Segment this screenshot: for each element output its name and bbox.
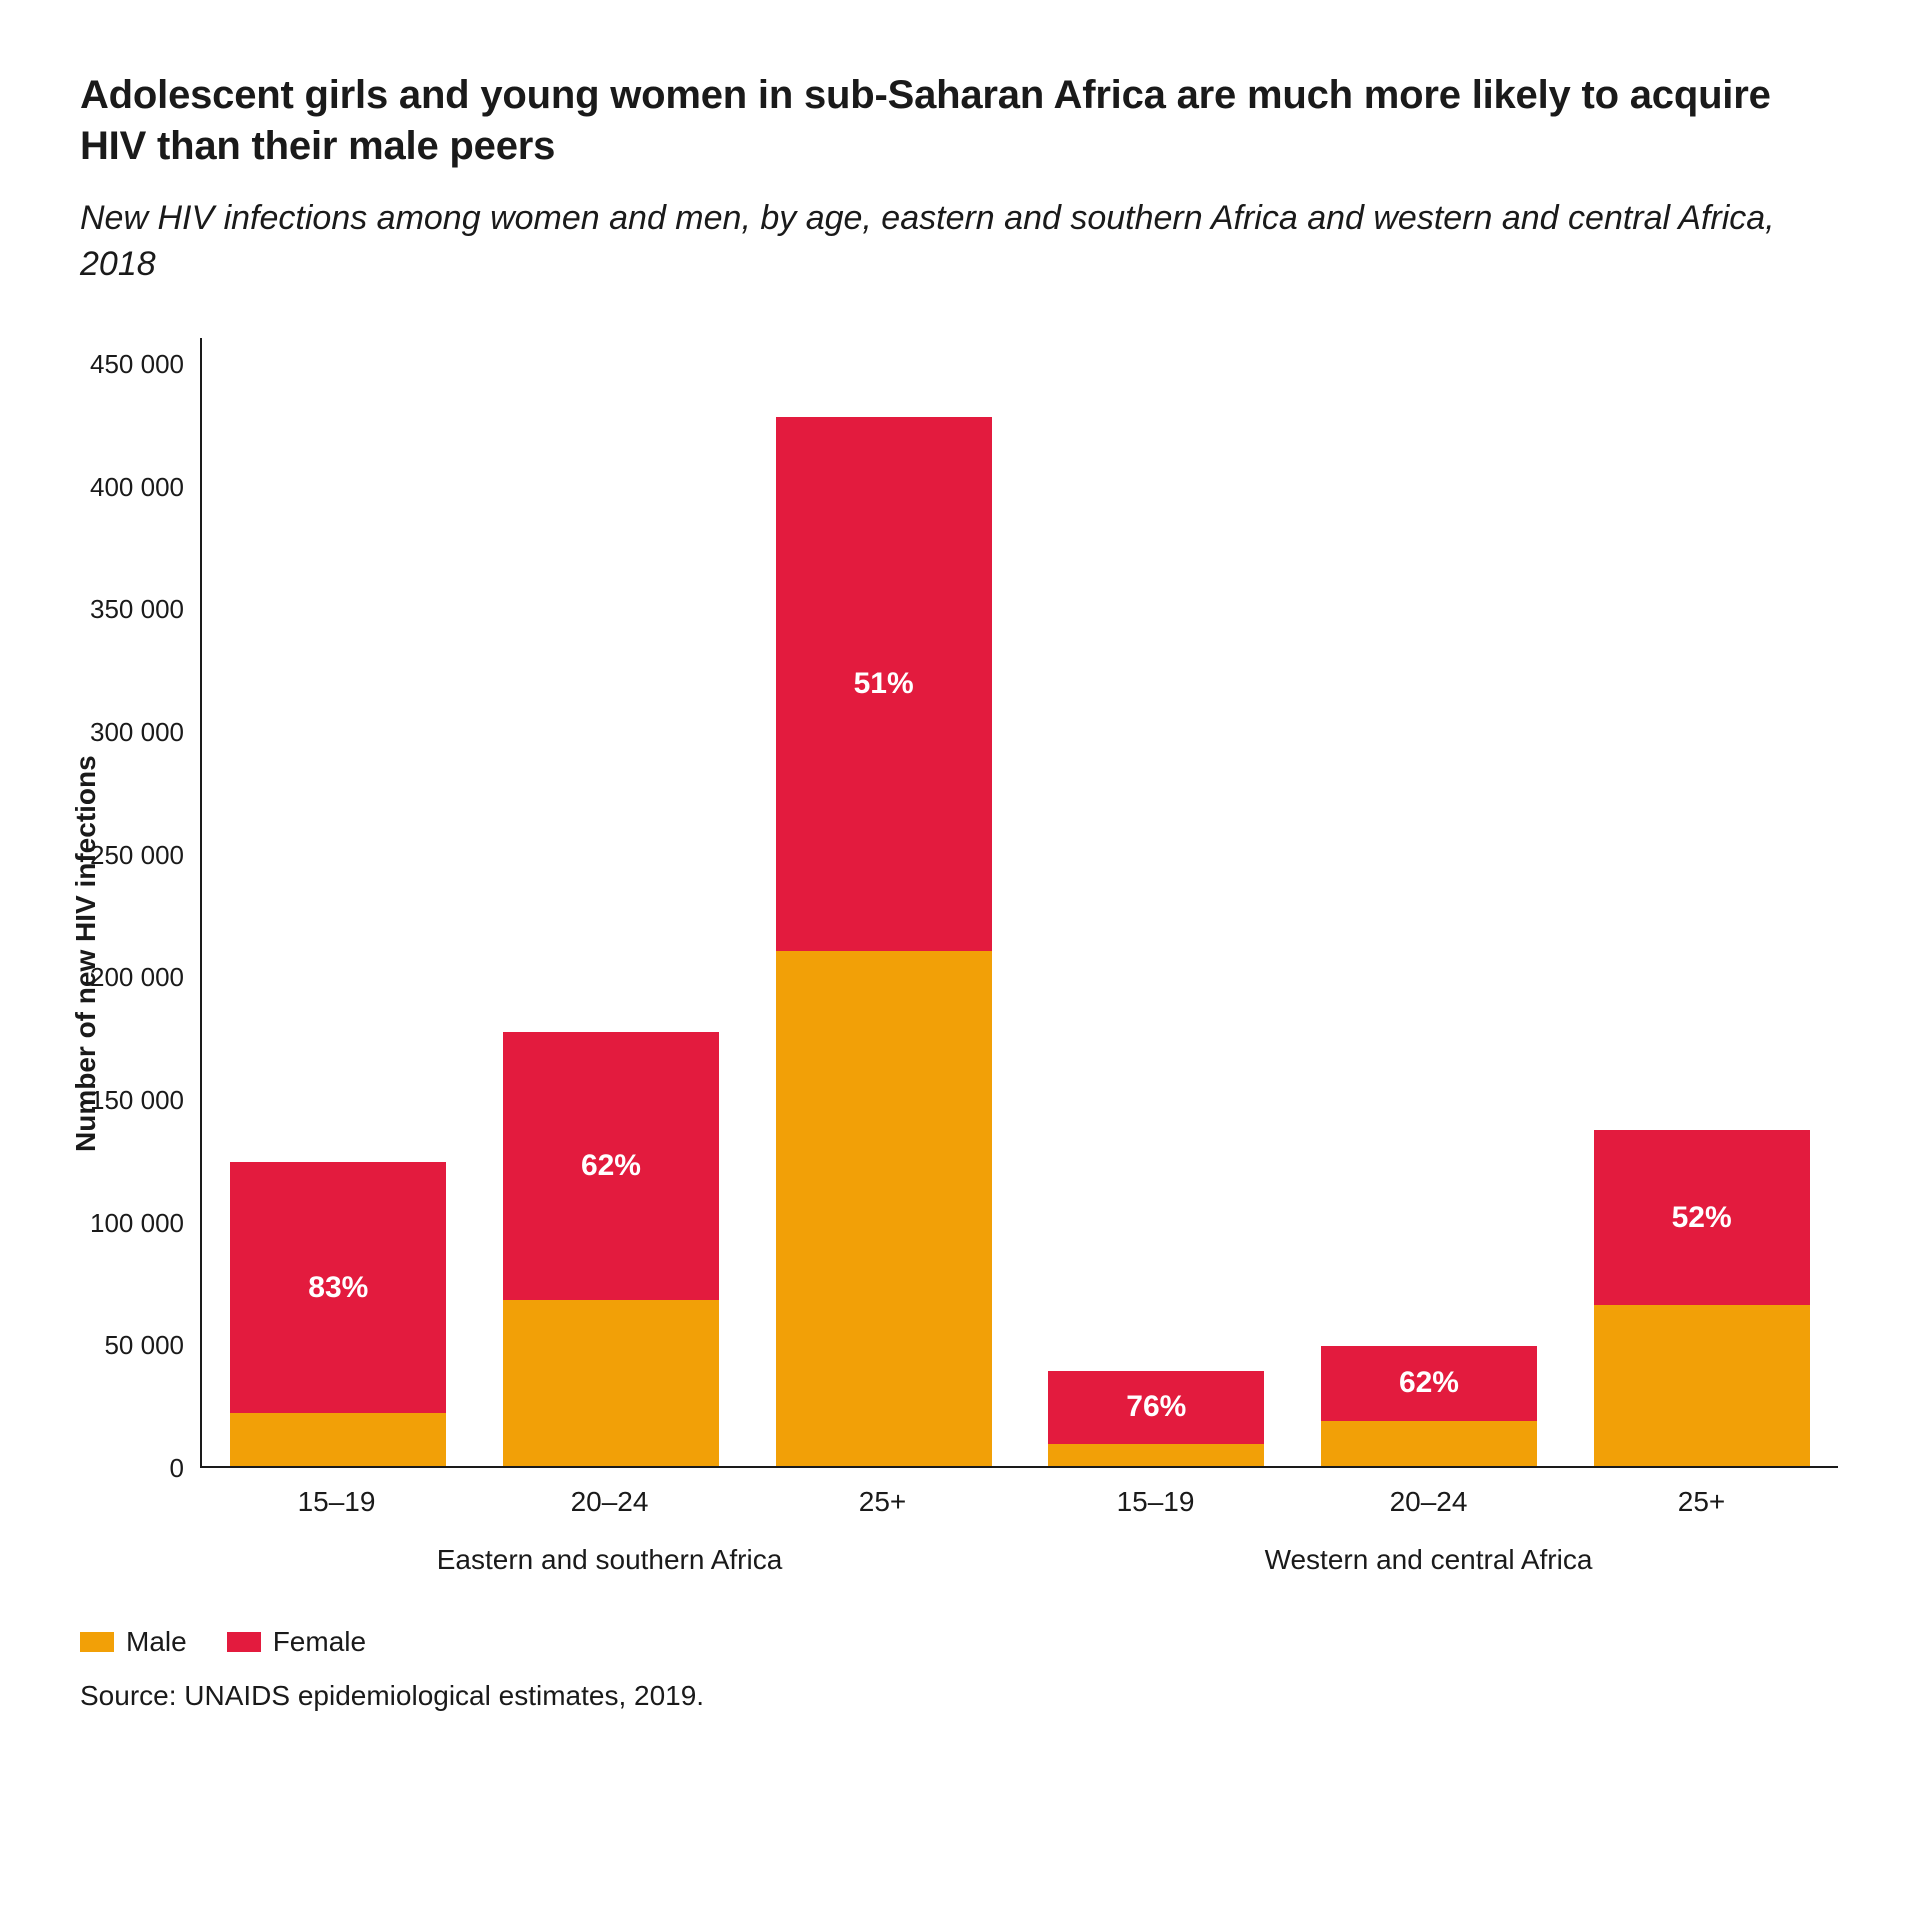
legend-label: Male (126, 1626, 187, 1658)
legend-label: Female (273, 1626, 366, 1658)
bar-slot: 76% (1034, 338, 1279, 1466)
legend: Male Female (80, 1626, 1838, 1658)
legend-item: Female (227, 1626, 366, 1658)
bar-slot: 62% (1306, 338, 1551, 1466)
y-tick: 100 000 (80, 1210, 184, 1236)
stacked-bar: 51% (776, 417, 992, 1467)
bar-segment-male (1594, 1305, 1810, 1466)
bar-segment-male (230, 1413, 446, 1466)
legend-swatch (227, 1632, 261, 1652)
y-tick: 250 000 (80, 842, 184, 868)
x-axis-category-label: 25+ (746, 1468, 1019, 1518)
y-tick: 300 000 (80, 719, 184, 745)
region-group: 76% 62% 52% (1020, 338, 1838, 1466)
bar-slot: 62% (488, 338, 733, 1466)
bar-slot: 52% (1579, 338, 1824, 1466)
x-axis-categories: 15–1920–2425+ (200, 1468, 1019, 1518)
x-axis-category-label: 15–19 (200, 1468, 473, 1518)
legend-item: Male (80, 1626, 187, 1658)
bar-segment-male (1048, 1444, 1264, 1467)
bar-segment-female: 83% (230, 1162, 446, 1413)
bar-segment-male (1321, 1421, 1537, 1466)
bar-segment-female: 52% (1594, 1130, 1810, 1306)
x-axis-category-label: 20–24 (473, 1468, 746, 1518)
x-axis-region-label: Western and central Africa (1019, 1518, 1838, 1576)
stacked-bar: 76% (1048, 1371, 1264, 1466)
y-tick: 150 000 (80, 1087, 184, 1113)
chart-inner: 050 000100 000150 000200 000250 000300 0… (80, 338, 1838, 1468)
x-axis-group: 15–1920–2425+Western and central Africa (1019, 1468, 1838, 1576)
y-tick: 200 000 (80, 964, 184, 990)
bar-segment-female: 76% (1048, 1371, 1264, 1444)
bar-segment-female: 62% (1321, 1346, 1537, 1421)
x-axis: 000 000 15–1920–2425+Eastern and souther… (80, 1468, 1838, 1576)
stacked-bar: 62% (1321, 1346, 1537, 1467)
region-group: 83% 62% 51% (202, 338, 1020, 1466)
bar-segment-male (776, 951, 992, 1466)
x-axis-category-label: 20–24 (1292, 1468, 1565, 1518)
source-text: Source: UNAIDS epidemiological estimates… (80, 1680, 1838, 1712)
x-axis-group: 15–1920–2425+Eastern and southern Africa (200, 1468, 1019, 1576)
y-tick: 0 (80, 1455, 184, 1481)
x-axis-groups: 15–1920–2425+Eastern and southern Africa… (200, 1468, 1838, 1576)
y-tick: 400 000 (80, 474, 184, 500)
x-axis-categories: 15–1920–2425+ (1019, 1468, 1838, 1518)
x-axis-category-label: 15–19 (1019, 1468, 1292, 1518)
legend-swatch (80, 1632, 114, 1652)
x-axis-region-label: Eastern and southern Africa (200, 1518, 1019, 1576)
chart-area: Number of new HIV infections 050 000100 … (80, 338, 1838, 1576)
y-tick: 350 000 (80, 596, 184, 622)
stacked-bar: 83% (230, 1162, 446, 1466)
bar-slot: 51% (761, 338, 1006, 1466)
x-axis-category-label: 25+ (1565, 1468, 1838, 1518)
chart-subtitle: New HIV infections among women and men, … (80, 196, 1838, 288)
bar-segment-male (503, 1300, 719, 1466)
y-tick: 50 000 (80, 1332, 184, 1358)
plot-area: 83% 62% 51% 76% 62% 52% (200, 338, 1838, 1468)
bar-segment-female: 62% (503, 1032, 719, 1301)
bar-slot: 83% (216, 338, 461, 1466)
stacked-bar: 62% (503, 1032, 719, 1466)
y-tick: 450 000 (80, 351, 184, 377)
bar-segment-female: 51% (776, 417, 992, 952)
stacked-bar: 52% (1594, 1130, 1810, 1466)
chart-title: Adolescent girls and young women in sub-… (80, 70, 1838, 172)
